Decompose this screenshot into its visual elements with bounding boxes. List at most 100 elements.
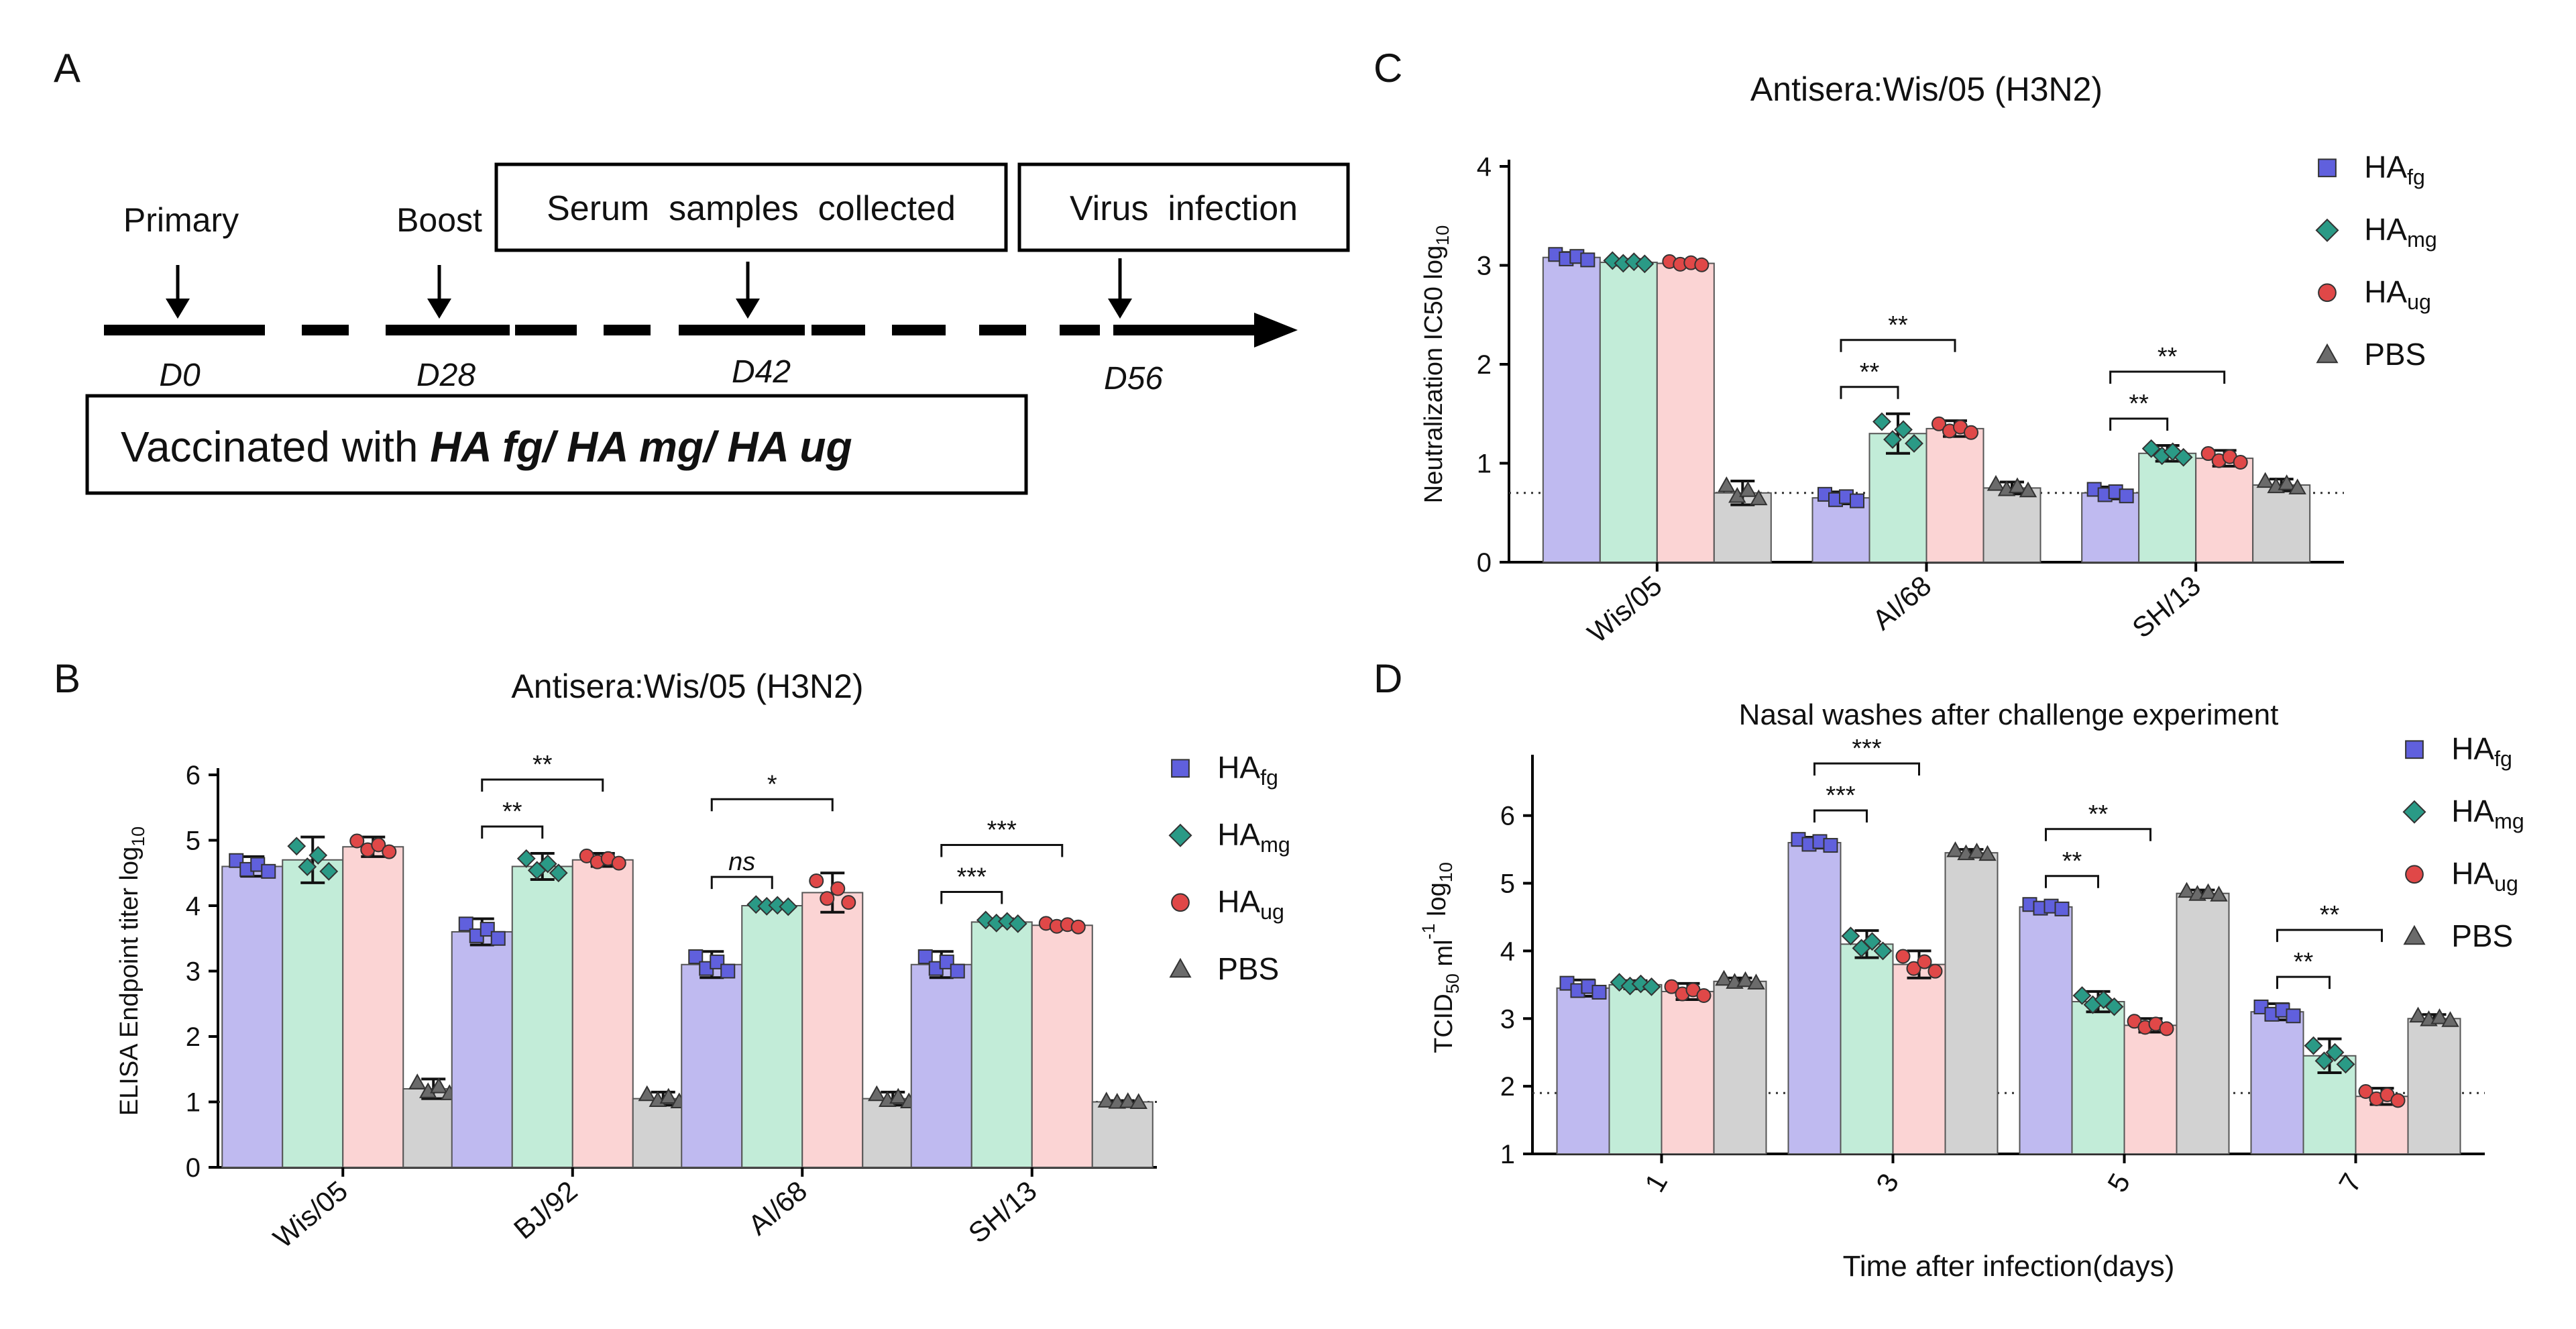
data-point-ha-ug [2200,446,2216,462]
significance-bracket [2276,928,2383,943]
bar-ha-mg [1599,262,1658,563]
legend-marker-ha-ug [1171,893,1190,912]
x-tick-label: Wis/05 [267,1175,353,1255]
significance-bracket [2045,875,2099,888]
data-point-ha-ug [1696,988,1712,1003]
legend-label-ha-mg: HAmg [2364,212,2437,252]
legend-marker-ha-fg [2405,740,2424,759]
legend-label-ha-mg: HAmg [2451,794,2524,833]
data-point-pbs [1968,843,1986,859]
bar-ha-ug [2195,458,2254,563]
vaccinated-label: Vaccinated with HA fg/ HA mg/ HA ug [121,423,852,471]
data-point-ha-ug [1927,963,1943,979]
data-point-ha-fg [1823,838,1838,853]
y-tick-label: 6 [1500,802,1515,831]
data-point-ha-ug [349,833,365,849]
data-point-ha-mg [779,897,798,916]
data-point-pbs [2409,1006,2427,1023]
bar-ha-ug [1656,262,1715,563]
legend-marker-ha-fg [1171,759,1190,778]
data-point-ha-ug [1694,257,1710,272]
bar-pbs [2407,1018,2461,1155]
x-tick-label: SH/13 [2126,570,2206,644]
y-tick-label: 2 [1477,350,1492,380]
x-tick-label: SH/13 [962,1175,1043,1249]
data-point-ha-ug [382,844,397,859]
data-point-ha-fg [917,949,933,965]
legend-marker-ha-mg [1168,823,1192,847]
data-point-ha-mg [1862,932,1882,951]
data-point-pbs [1739,481,1757,497]
y-tick-label: 3 [1500,1004,1515,1034]
data-point-pbs [868,1085,886,1102]
bar-pbs [1091,1101,1154,1168]
data-point-pbs [2178,882,2196,898]
significance-label: ns [728,848,755,876]
data-point-ha-mg [1642,977,1661,996]
data-point-ha-fg [950,963,965,979]
x-axis-label: Time after infection(days) [1843,1250,2175,1283]
data-point-pbs [2019,481,2037,498]
data-point-pbs [1119,1092,1137,1108]
legend-marker-ha-fg [2318,158,2337,178]
data-point-ha-ug [1070,919,1086,935]
significance-label: * [767,770,777,798]
data-point-ha-fg [2119,488,2134,504]
data-point-pbs [1946,841,1964,857]
data-point-pbs [1750,489,1768,506]
significance-bracket [2276,975,2331,990]
significance-bracket [481,778,604,792]
data-point-pbs [2430,1008,2449,1024]
y-axis-label: Neutralization IC50 log10 [1420,225,1453,503]
y-tick-label: 3 [1477,252,1492,281]
significance-bracket [710,798,834,812]
data-point-ha-mg [2141,439,2161,458]
significance-label: ** [502,798,522,826]
significance-label: ** [1888,311,1908,339]
chart-title: Antisera:Wis/05 (H3N2) [511,668,863,705]
x-tick-label: AI/68 [742,1175,813,1241]
data-point-ha-mg [287,837,306,856]
legend-label-pbs: PBS [2451,918,2513,953]
bar-ha-mg [1608,984,1663,1155]
data-point-ha-ug [1895,949,1911,964]
timeline-panel: Primary Boost Serum samples collected Vi… [85,162,1350,495]
bar-pbs [1982,487,2041,563]
bar-ha-fg [2250,1011,2304,1155]
significance-label: ** [533,751,553,779]
bar-ha-mg [1840,943,1894,1155]
data-point-ha-ug [2159,1021,2174,1036]
y-tick-label: 5 [1500,869,1515,899]
data-point-ha-fg [261,863,276,879]
x-tick-label: BJ/92 [508,1175,583,1245]
bar-ha-ug [2123,1024,2178,1155]
y-tick-label: 2 [1500,1072,1515,1102]
bar-ha-fg [2081,492,2140,563]
y-tick-label: 4 [186,892,201,921]
data-point-ha-ug [1931,416,1946,431]
chart-panel-d: Nasal washes after challenge experiment 1… [1418,698,2524,1283]
data-point-ha-mg [1635,254,1655,274]
timeline-event-arrows [166,258,1132,319]
y-tick-label: 4 [1477,152,1492,182]
data-point-pbs [2199,883,2217,900]
y-axis-label: ELISA Endpoint titer log10 [115,827,148,1116]
x-tick-label: 7 [2333,1168,2367,1198]
data-point-pbs [2256,472,2274,488]
x-tick-label: AI/68 [1866,570,1937,636]
data-point-ha-ug [611,855,626,871]
bar-ha-mg [970,921,1033,1168]
data-point-ha-mg [2304,1036,2323,1055]
data-point-ha-ug [371,837,386,853]
panel-letter-c: C [1374,46,1402,91]
bar-pbs [1944,852,1999,1155]
x-tick-label: Wis/05 [1581,570,1668,649]
bar-ha-mg [741,905,803,1168]
bar-ha-mg [511,865,573,1168]
data-point-ha-mg [516,849,536,868]
legend-label-ha-fg: HAfg [2364,150,2425,189]
significance-label: ** [2320,901,2340,929]
legend-label-ha-fg: HAfg [2451,731,2512,771]
bar-ha-ug [342,846,404,1168]
